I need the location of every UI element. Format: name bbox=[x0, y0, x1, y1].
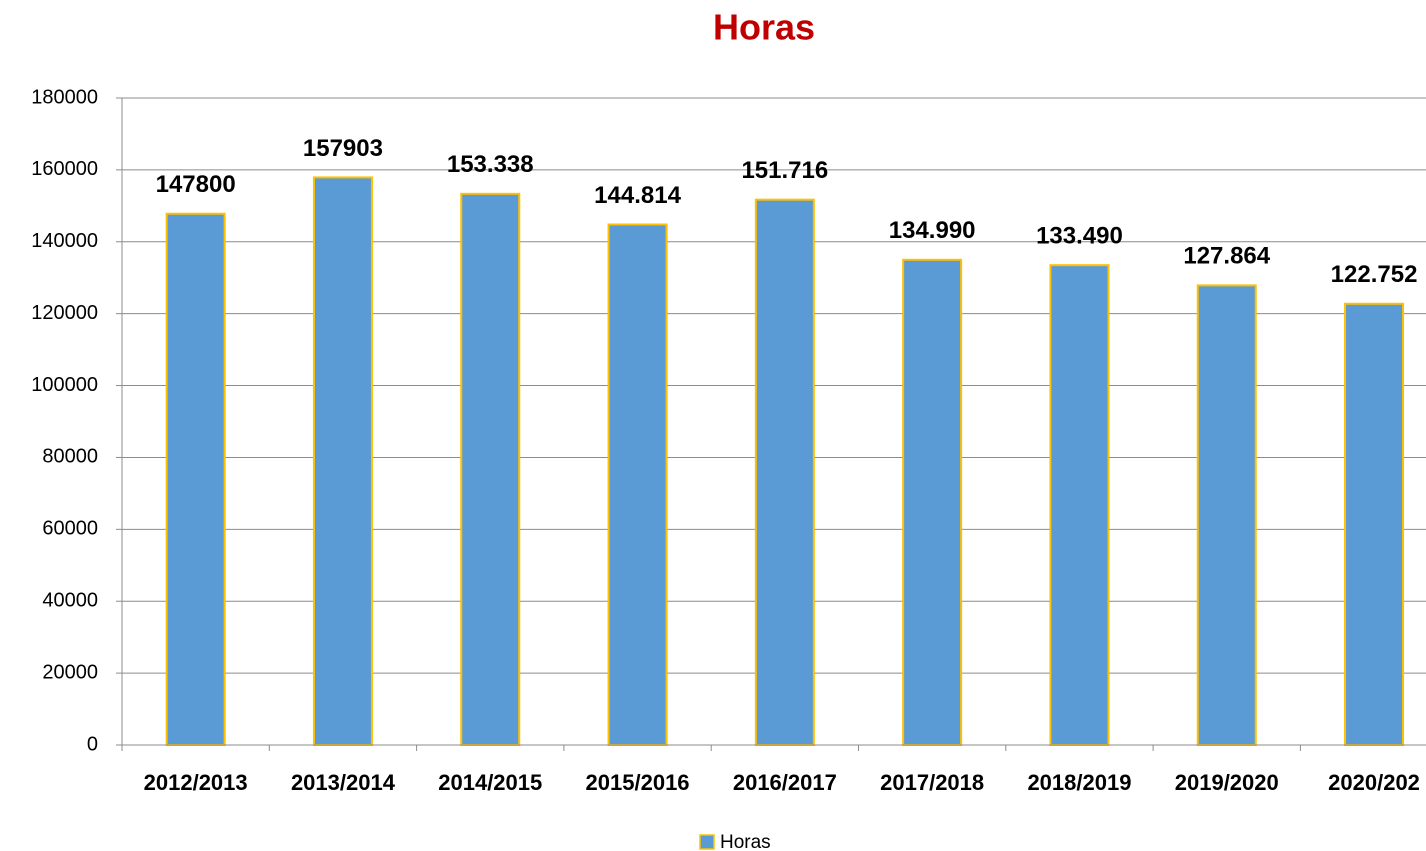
y-tick-label: 160000 bbox=[31, 158, 98, 180]
bar bbox=[1196, 284, 1257, 746]
bar bbox=[754, 198, 815, 746]
bar bbox=[607, 223, 668, 746]
x-tick-label: 2020/202 bbox=[1328, 770, 1420, 795]
chart-title: Horas bbox=[713, 7, 815, 48]
data-label: 153.338 bbox=[447, 151, 534, 178]
legend-label: Horas bbox=[720, 832, 771, 851]
y-tick-label: 180000 bbox=[31, 86, 98, 108]
data-label: 133.490 bbox=[1036, 223, 1123, 250]
bar bbox=[312, 176, 373, 746]
data-label: 122.752 bbox=[1331, 261, 1418, 288]
y-tick-label: 140000 bbox=[31, 230, 98, 252]
x-tick-label: 2017/2018 bbox=[880, 770, 984, 795]
x-tick-label: 2012/2013 bbox=[144, 770, 248, 795]
data-label: 151.716 bbox=[741, 157, 828, 184]
y-tick-label: 60000 bbox=[42, 518, 98, 540]
legend-swatch bbox=[699, 834, 715, 850]
y-tick-label: 100000 bbox=[31, 374, 98, 396]
y-tick-label: 40000 bbox=[42, 590, 98, 612]
bar bbox=[902, 258, 963, 746]
data-label: 127.864 bbox=[1183, 243, 1270, 270]
x-tick-label: 2016/2017 bbox=[733, 770, 837, 795]
y-tick-label: 20000 bbox=[42, 661, 98, 683]
data-label: 144.814 bbox=[594, 182, 681, 209]
x-tick-label: 2015/2016 bbox=[586, 770, 690, 795]
x-tick-label: 2019/2020 bbox=[1175, 770, 1279, 795]
x-tick-label: 2014/2015 bbox=[438, 770, 542, 795]
y-tick-label: 80000 bbox=[42, 446, 98, 468]
y-tick-label: 0 bbox=[87, 733, 98, 755]
data-label: 157903 bbox=[303, 135, 383, 162]
data-label: 147800 bbox=[156, 171, 236, 198]
bar bbox=[460, 192, 521, 746]
x-tick-label: 2013/2014 bbox=[291, 770, 396, 795]
y-tick-label: 120000 bbox=[31, 302, 98, 324]
bar bbox=[1049, 264, 1110, 746]
x-tick-label: 2018/2019 bbox=[1027, 770, 1131, 795]
data-label: 134.990 bbox=[889, 217, 976, 244]
bar bbox=[165, 212, 226, 747]
bar bbox=[1344, 302, 1405, 746]
